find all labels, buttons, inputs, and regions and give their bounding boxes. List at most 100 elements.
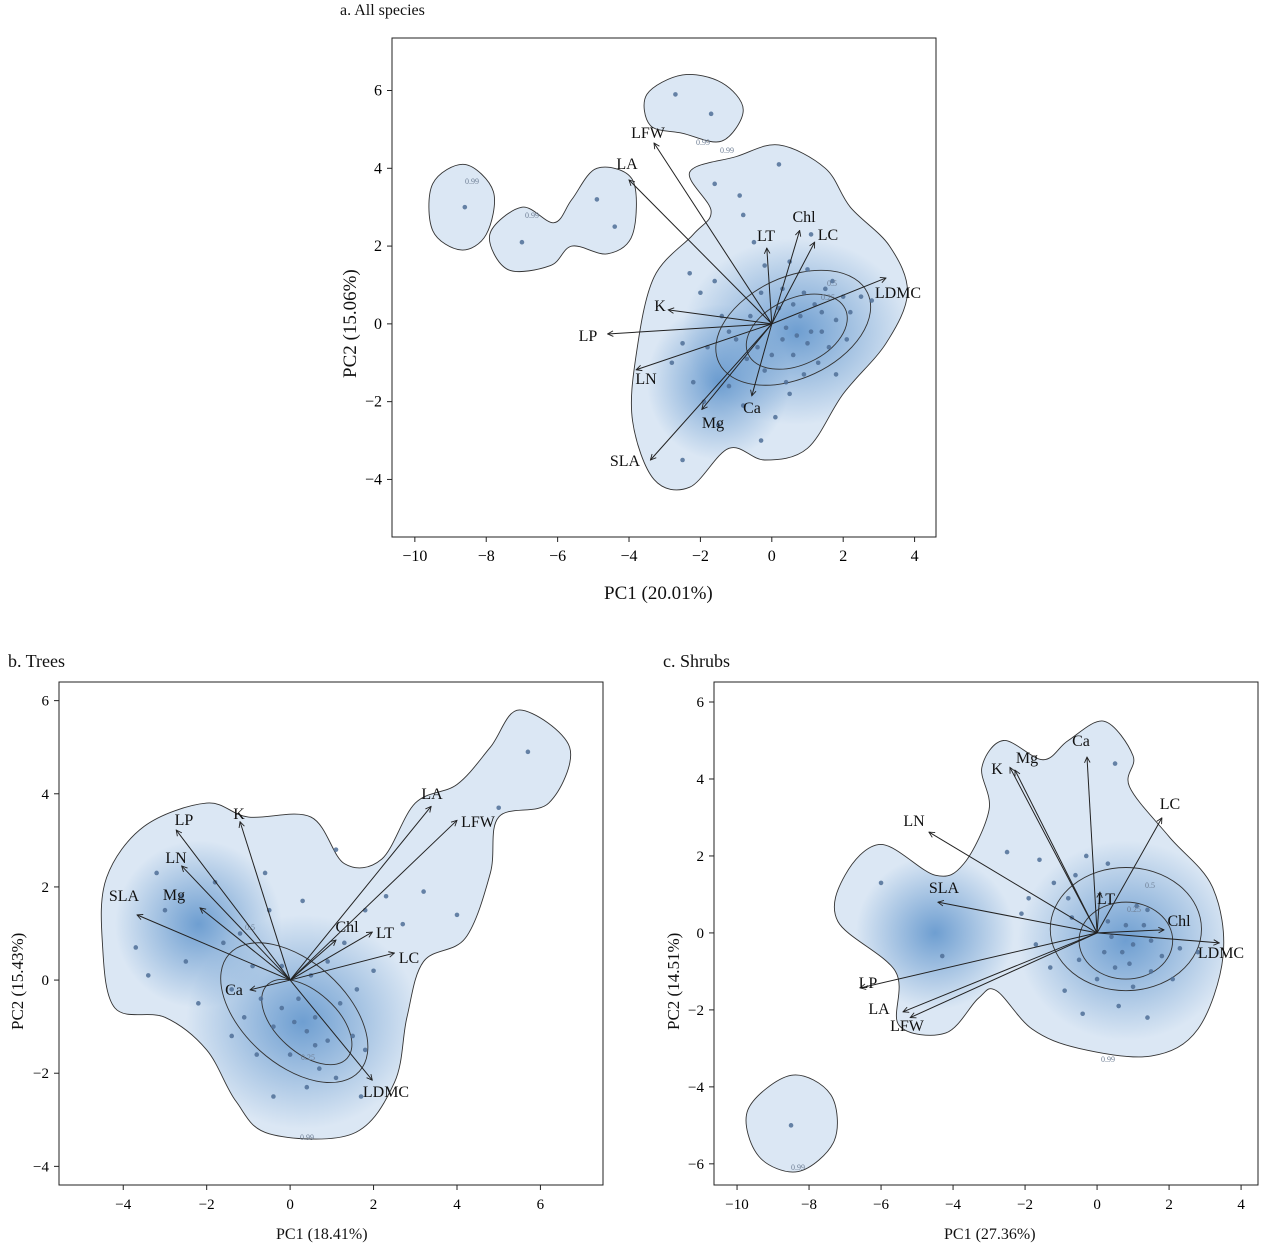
loading-arrow-K: [1010, 767, 1098, 934]
y-tick-label: 2: [374, 238, 382, 255]
loading-arrow-LDMC: [1097, 932, 1219, 943]
contour-label-0.5: 0.5: [1145, 881, 1155, 890]
data-point: [312, 1042, 318, 1048]
data-point: [337, 1001, 343, 1006]
data-point: [878, 880, 884, 886]
loading-arrow-LC: [771, 242, 815, 325]
data-point: [733, 337, 739, 342]
data-point: [271, 1024, 276, 1029]
loading-arrow-LFW: [910, 932, 1098, 1018]
x-tick-label: 2: [839, 548, 847, 565]
x-tick-label: −2: [199, 1197, 215, 1213]
data-point: [1148, 938, 1154, 943]
data-point: [291, 1019, 297, 1025]
data-point: [783, 379, 789, 385]
data-point: [1119, 949, 1125, 955]
loading-arrow-LA: [903, 932, 1098, 1012]
loading-label-Chl: Chl: [792, 209, 816, 226]
data-point: [788, 1123, 794, 1128]
loading-arrow-Chl: [1097, 930, 1164, 934]
data-point: [1047, 965, 1053, 970]
y-tick-label: −6: [688, 1157, 704, 1173]
contour-label-0.99: 0.99: [465, 177, 479, 186]
data-point: [525, 749, 531, 755]
data-point: [758, 290, 764, 296]
data-point: [1141, 922, 1147, 928]
x-tick-label: 4: [453, 1197, 461, 1213]
data-point: [801, 372, 807, 377]
data-point: [755, 344, 760, 350]
data-point: [1170, 976, 1175, 982]
contour-label-0.99: 0.99: [525, 211, 539, 220]
contour-0.99: [489, 166, 637, 272]
loading-arrow-SLA: [938, 902, 1098, 934]
loading-label-LC: LC: [818, 227, 838, 244]
data-point: [519, 239, 525, 245]
data-point: [358, 1094, 364, 1099]
y-tick-label: 0: [374, 316, 382, 333]
loading-label-LA: LA: [421, 786, 443, 803]
contour-0.99: [630, 144, 908, 491]
loading-label-Ca: Ca: [225, 982, 243, 999]
loading-label-LFW: LFW: [461, 814, 496, 831]
contour-0.99: [643, 74, 744, 143]
data-point: [790, 302, 796, 307]
data-point: [312, 1015, 318, 1020]
x-tick-label: 0: [1093, 1197, 1101, 1213]
loading-label-Mg: Mg: [1016, 750, 1038, 767]
x-tick-label: −6: [873, 1197, 889, 1213]
x-tick-label: −8: [478, 548, 495, 565]
y-tick-label: −2: [33, 1066, 49, 1082]
contour-label-0.25: 0.25: [301, 1053, 315, 1062]
data-point: [1123, 922, 1129, 928]
data-point: [748, 313, 753, 319]
x-tick-label: −4: [115, 1197, 131, 1213]
y-tick-label: 6: [374, 83, 382, 100]
data-point: [715, 422, 721, 428]
data-point: [1051, 880, 1057, 886]
y-tick-label: −4: [688, 1080, 704, 1096]
data-point: [790, 352, 796, 358]
data-point: [833, 372, 839, 377]
loading-arrow-Mg: [1015, 770, 1098, 934]
loading-label-LFW: LFW: [890, 1018, 925, 1035]
data-point: [669, 360, 675, 366]
contour-label-0.99: 0.99: [1101, 1055, 1115, 1064]
data-point: [1109, 934, 1114, 940]
x-tick-label: −2: [1017, 1197, 1033, 1213]
data-point: [362, 1047, 368, 1053]
data-point: [1033, 942, 1039, 947]
data-point: [712, 181, 717, 187]
loading-arrow-LA: [289, 806, 431, 981]
y-tick-label: −2: [688, 1003, 704, 1019]
data-point: [1148, 969, 1154, 974]
y-tick-label: 4: [42, 787, 50, 803]
contour-label-0.99: 0.99: [791, 1163, 805, 1172]
density-layer: [428, 74, 908, 490]
data-point: [794, 333, 800, 338]
x-tick-label: 4: [911, 548, 919, 565]
loading-arrow-Ca: [752, 323, 773, 396]
data-point: [787, 391, 792, 397]
contour-0.5: [1049, 867, 1202, 992]
data-point: [237, 931, 243, 936]
loading-arrow-LT: [767, 248, 773, 324]
loading-label-LP: LP: [175, 812, 194, 829]
data-point: [454, 912, 460, 918]
data-point: [279, 1005, 285, 1011]
data-point: [287, 1052, 293, 1057]
data-point: [262, 870, 268, 876]
data-point: [762, 368, 767, 373]
data-point: [1062, 988, 1067, 993]
x-tick-label: 0: [286, 1197, 294, 1213]
data-point: [383, 893, 389, 899]
density-blob: [1017, 840, 1224, 1041]
data-point: [1145, 907, 1150, 913]
data-point: [1073, 872, 1078, 878]
data-point: [421, 889, 426, 894]
y-tick-label: 0: [42, 973, 50, 989]
loading-label-LA: LA: [616, 156, 638, 173]
loading-arrow-K: [240, 822, 291, 981]
panel-c-xlabel: PC1 (27.36%): [944, 1226, 1036, 1243]
plot-area: [100, 709, 572, 1140]
